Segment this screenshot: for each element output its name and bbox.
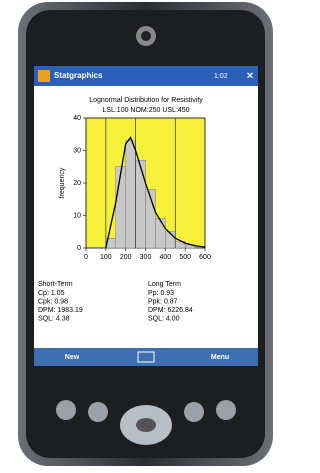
y-tick-label: 30: [73, 147, 81, 154]
stat-line: DPM: 1983.19: [38, 307, 83, 314]
y-axis-label: frequency: [59, 167, 66, 198]
hardware-button[interactable]: [184, 402, 204, 422]
hardware-button[interactable]: [88, 402, 108, 422]
bar: [116, 167, 126, 248]
soft-key-left[interactable]: New: [65, 354, 80, 361]
chart-subtitle: LSL:100 NOM:250 USL:450: [102, 107, 189, 114]
stats-heading: Short-Term: [38, 281, 73, 288]
stat-line: Cp: 1.05: [38, 290, 65, 297]
clock: 1:02: [214, 73, 228, 80]
stats-heading: Long Term: [148, 281, 181, 288]
start-icon[interactable]: [38, 70, 50, 82]
hardware-button[interactable]: [216, 400, 236, 420]
app-title: Statgraphics: [54, 71, 103, 80]
stat-line: Cpk: 0.98: [38, 298, 68, 305]
nav-center[interactable]: [136, 418, 156, 432]
y-tick-label: 10: [73, 212, 81, 219]
page: Statgraphics 1:02 ✕ Lognormal Distributi…: [0, 0, 291, 468]
x-tick-label: 200: [120, 254, 132, 261]
stat-line: SQL: 4.00: [148, 315, 180, 322]
x-tick-label: 400: [159, 254, 171, 261]
y-tick-label: 0: [77, 245, 81, 252]
device: Statgraphics 1:02 ✕ Lognormal Distributi…: [0, 0, 291, 468]
stat-line: Ppk: 0.87: [148, 298, 178, 305]
hardware-button[interactable]: [56, 400, 76, 420]
chart-title: Lognormal Distribution for Resistivity: [89, 97, 203, 104]
bar: [155, 219, 165, 248]
bar: [126, 141, 136, 248]
x-tick-label: 100: [100, 254, 112, 261]
close-button[interactable]: ✕: [246, 70, 254, 80]
bar: [136, 160, 146, 248]
x-tick-label: 500: [179, 254, 191, 261]
soft-key-right[interactable]: Menu: [211, 354, 229, 361]
stat-line: DPM: 6226.84: [148, 307, 193, 314]
stat-line: Pp: 0.93: [148, 290, 174, 297]
stat-line: SQL: 4.38: [38, 315, 70, 322]
y-tick-label: 40: [73, 115, 81, 122]
y-tick-label: 20: [73, 180, 81, 187]
camera-lens: [141, 31, 151, 41]
x-tick-label: 300: [140, 254, 152, 261]
x-tick-label: 600: [199, 254, 211, 261]
x-tick-label: 0: [84, 254, 88, 261]
